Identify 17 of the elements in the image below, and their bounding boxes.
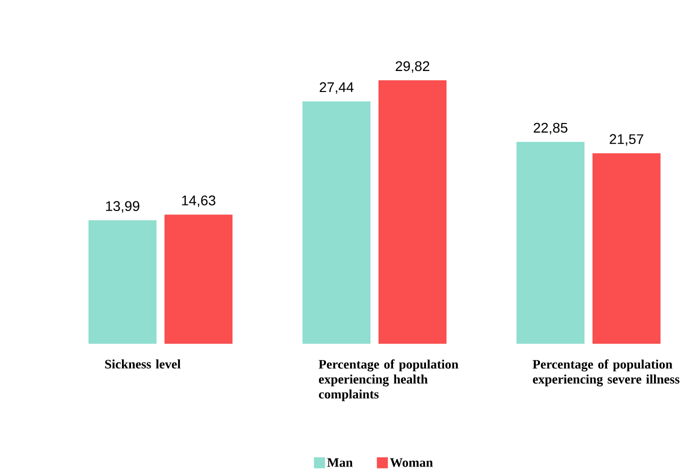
x-tick-label: Sickness level xyxy=(105,359,181,369)
bar xyxy=(88,220,157,344)
x-tick-label: Percentage of population experiencing severe illness xyxy=(532,359,680,386)
data-label: 22,85 xyxy=(534,122,568,134)
data-label: 27,44 xyxy=(320,82,354,94)
bar xyxy=(302,101,371,344)
data-label: 14,63 xyxy=(182,196,216,208)
data-label: 21,57 xyxy=(610,134,644,146)
bar xyxy=(592,153,661,344)
bar xyxy=(516,142,585,344)
data-label: 29,82 xyxy=(396,61,430,73)
bar xyxy=(164,214,233,344)
bar xyxy=(378,80,447,344)
x-tick-label: Percentage of population experiencing health complaints xyxy=(318,359,458,402)
legend-label: Man xyxy=(327,458,353,467)
legend-label: Woman xyxy=(390,458,433,467)
data-label: 13,99 xyxy=(106,201,140,213)
